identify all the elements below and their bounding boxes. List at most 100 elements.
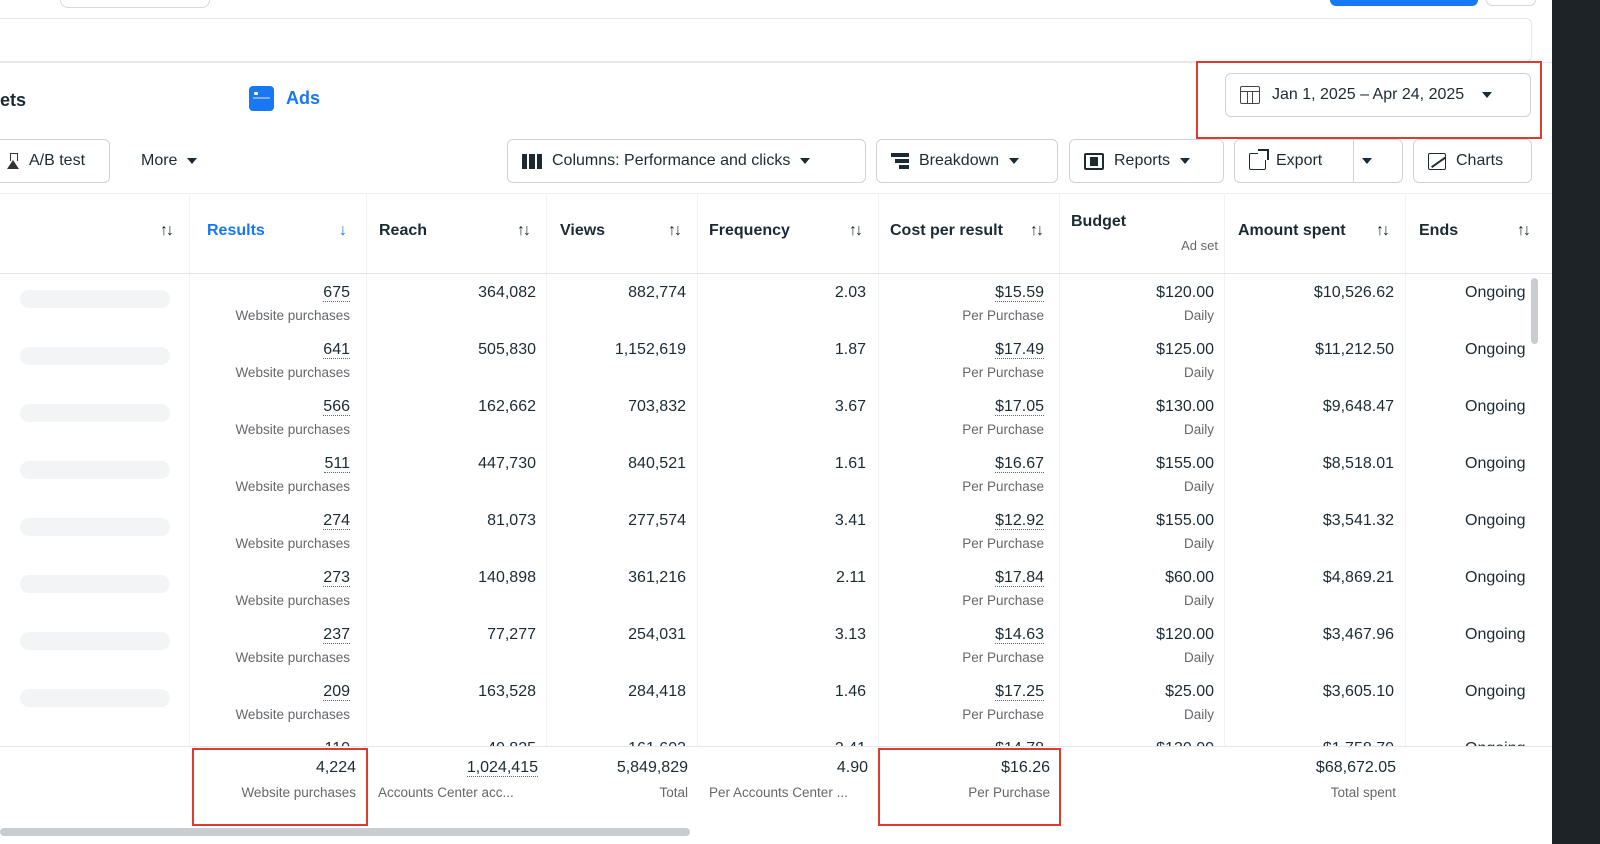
cell-cpr[interactable]: $14.78 [995,740,1044,746]
cell-cpr[interactable]: $17.05 [995,398,1044,416]
header-views[interactable]: Views [560,222,606,239]
sort-icon[interactable]: ↑↓ [1517,222,1531,239]
cell-spent-value: $3,605.10 [1322,683,1394,700]
column-divider [189,193,190,793]
primary-action-button[interactable] [1330,0,1478,6]
cell-results-value: 274 [323,512,350,530]
cell-cpr[interactable]: $17.84 [995,569,1044,587]
ad-name-redacted[interactable] [20,290,170,308]
cell-cpr[interactable]: $15.59 [995,284,1044,302]
ad-name-redacted[interactable] [20,461,170,479]
horizontal-scrollbar[interactable] [0,828,690,836]
cell-results-value: 566 [323,398,350,416]
cell-results[interactable]: 641 [323,341,350,359]
cell-results[interactable]: 274 [323,512,350,530]
cell-budget-type: Daily [1183,365,1214,380]
sort-icon[interactable]: ↑↓ [849,222,863,239]
ad-name-redacted[interactable] [20,404,170,422]
cell-results-value: 110 [324,740,350,746]
header-cost-per-result[interactable]: Cost per result [890,222,1003,239]
cell-cpr[interactable]: $14.63 [995,626,1044,644]
cell-budget-value: $120.00 [1156,626,1214,643]
cell-budget-value: $155.00 [1156,512,1214,529]
reports-button[interactable]: Reports [1069,139,1224,183]
table-row[interactable]: 641 Website purchases 505,830 1,152,619 1.87… [0,331,1552,388]
calendar-icon [1240,86,1260,104]
tab-ad-sets[interactable]: ets [0,90,27,110]
header-amount-spent[interactable]: Amount spent [1238,222,1346,239]
charts-button[interactable]: Charts [1413,139,1532,183]
ad-name-redacted[interactable] [20,632,170,650]
ad-name-redacted[interactable] [20,347,170,365]
ad-name-redacted[interactable] [20,518,170,536]
table-row[interactable]: 110Website purchases40,825161,6033.41$14… [0,730,1552,746]
sort-icon[interactable]: ↑↓ [517,222,531,239]
cell-cpr-value: $17.84 [995,569,1044,587]
cell-views-value: 361,216 [628,569,686,586]
sort-desc-icon[interactable]: ↓ [339,222,347,239]
cell-spent: $8,518.01 [1323,455,1394,473]
cell-budget: $25.00 [1165,683,1214,701]
cell-ends: Ongoing [1465,569,1526,586]
sort-icon[interactable]: ↑↓ [1376,222,1390,239]
top-search-pill[interactable] [60,0,210,8]
cell-results[interactable]: 566 [323,398,350,416]
breakdown-button[interactable]: Breakdown [876,139,1058,183]
more-button[interactable]: More [127,139,212,183]
ab-test-button[interactable]: A/B test [0,139,110,183]
cell-results[interactable]: 675 [323,284,350,302]
sort-icon[interactable]: ↑↓ [160,222,174,239]
tab-ads[interactable]: Ads [249,86,320,111]
cell-views-value: 882,774 [628,284,686,301]
export-split-divider [1353,139,1354,183]
cell-views-value: 254,031 [628,626,686,643]
cell-results[interactable]: 273 [323,569,350,587]
cell-spent: $4,869.21 [1323,569,1394,587]
cell-budget-type: Daily [1183,536,1214,551]
header-results[interactable]: Results [207,222,265,239]
cell-results[interactable]: 511 [324,455,350,473]
sort-icon[interactable]: ↑↓ [668,222,682,239]
ads-manager-page: ets Ads Jan 1, 2025 – Apr 24, 2025 A/B t… [0,0,1552,844]
sort-icon[interactable]: ↑↓ [1030,222,1044,239]
cell-results-value: 209 [323,683,350,701]
cell-budget: $130.00 [1156,398,1214,416]
header-frequency[interactable]: Frequency [709,222,790,239]
export-options-chevron-icon[interactable] [1362,158,1373,164]
table-row[interactable]: 237 Website purchases 77,277 254,031 3.13 $14… [0,616,1552,673]
top-small-button[interactable] [1486,0,1536,6]
cell-cpr[interactable]: $17.49 [995,341,1044,359]
date-range-picker[interactable]: Jan 1, 2025 – Apr 24, 2025 [1225,73,1531,117]
cell-reach: 163,528 [478,683,536,701]
table-row[interactable]: 675 Website purchases 364,082 882,774 2.03 $1… [0,274,1552,331]
export-button[interactable]: Export [1234,139,1403,183]
cell-results-type: Website purchases [235,707,350,722]
table-row[interactable]: 274 Website purchases 81,073 277,574 3.41 $12… [0,502,1552,559]
cell-results-value: 675 [323,284,350,302]
cell-frequency-value: 1.61 [834,455,866,472]
cell-results[interactable]: 237 [323,626,350,644]
table-row[interactable]: 273 Website purchases 140,898 361,216 2.11 $1… [0,559,1552,616]
cell-cpr[interactable]: $12.92 [995,512,1044,530]
cell-reach: 364,082 [478,284,536,302]
cell-frequency-value: 3.13 [834,626,866,643]
cell-results[interactable]: 110 [324,740,350,746]
table-row[interactable]: 511 Website purchases 447,730 840,521 1.61 $1… [0,445,1552,502]
table-row[interactable]: 566 Website purchases 162,662 703,832 3.67 $1… [0,388,1552,445]
columns-button[interactable]: Columns: Performance and clicks [507,139,866,183]
header-budget[interactable]: Budget [1071,213,1127,230]
cell-cpr[interactable]: $16.67 [995,455,1044,473]
cell-results[interactable]: 209 [323,683,350,701]
filter-bar[interactable] [0,18,1532,62]
ad-name-redacted[interactable] [20,575,170,593]
cell-budget: $120.00 [1156,284,1214,302]
table-row[interactable]: 209 Website purchases 163,528 284,418 1.46 $1… [0,673,1552,730]
ad-name-redacted[interactable] [20,689,170,707]
total-reach[interactable]: 1,024,415 [466,759,538,777]
cell-results-value: 511 [324,455,350,473]
cell-frequency: 2.03 [835,284,866,302]
header-reach[interactable]: Reach [379,222,428,239]
header-ends[interactable]: Ends [1419,222,1459,239]
vertical-scrollbar[interactable] [1531,278,1538,344]
cell-cpr[interactable]: $17.25 [995,683,1044,701]
